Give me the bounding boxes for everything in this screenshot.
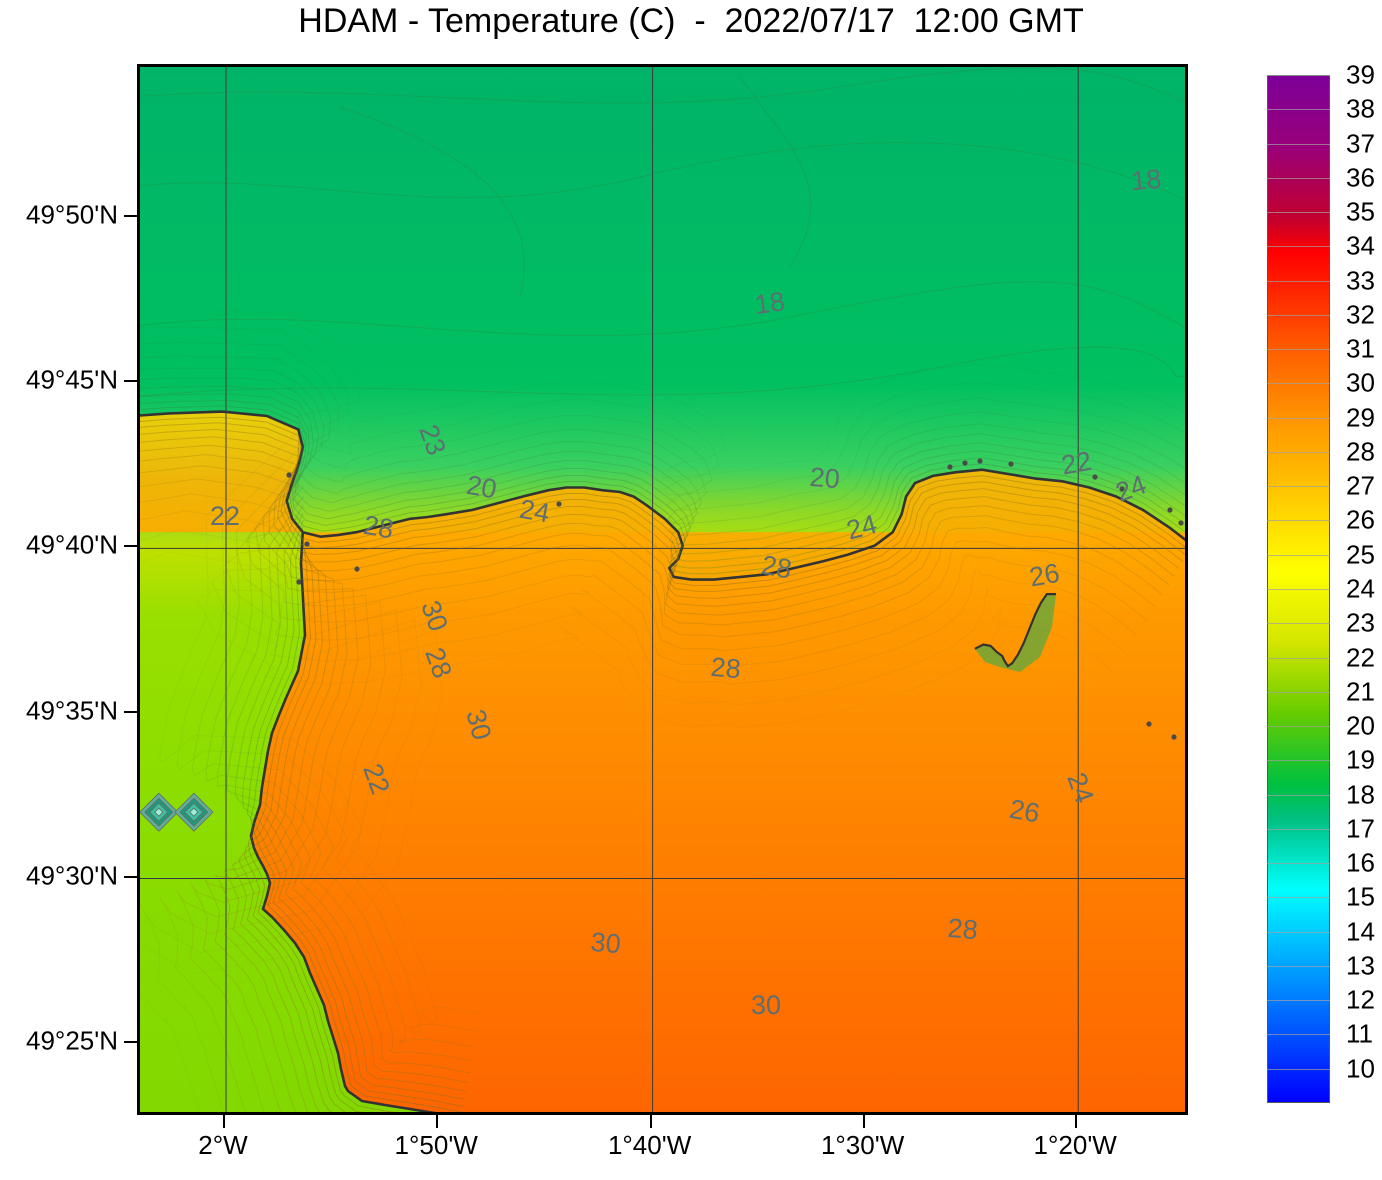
svg-text:28: 28 bbox=[947, 913, 980, 946]
svg-text:18: 18 bbox=[1130, 164, 1163, 197]
svg-text:24: 24 bbox=[517, 494, 552, 529]
svg-text:30: 30 bbox=[590, 927, 623, 960]
svg-text:18: 18 bbox=[753, 286, 787, 320]
svg-text:20: 20 bbox=[464, 470, 499, 505]
svg-text:30: 30 bbox=[751, 990, 781, 1020]
svg-text:22: 22 bbox=[210, 501, 240, 531]
svg-text:26: 26 bbox=[1007, 794, 1042, 829]
svg-text:20: 20 bbox=[809, 462, 842, 495]
svg-text:28: 28 bbox=[361, 510, 396, 545]
svg-text:28: 28 bbox=[710, 652, 743, 685]
svg-text:28: 28 bbox=[759, 550, 794, 585]
svg-text:22: 22 bbox=[1059, 446, 1094, 481]
svg-text:26: 26 bbox=[1027, 558, 1062, 593]
